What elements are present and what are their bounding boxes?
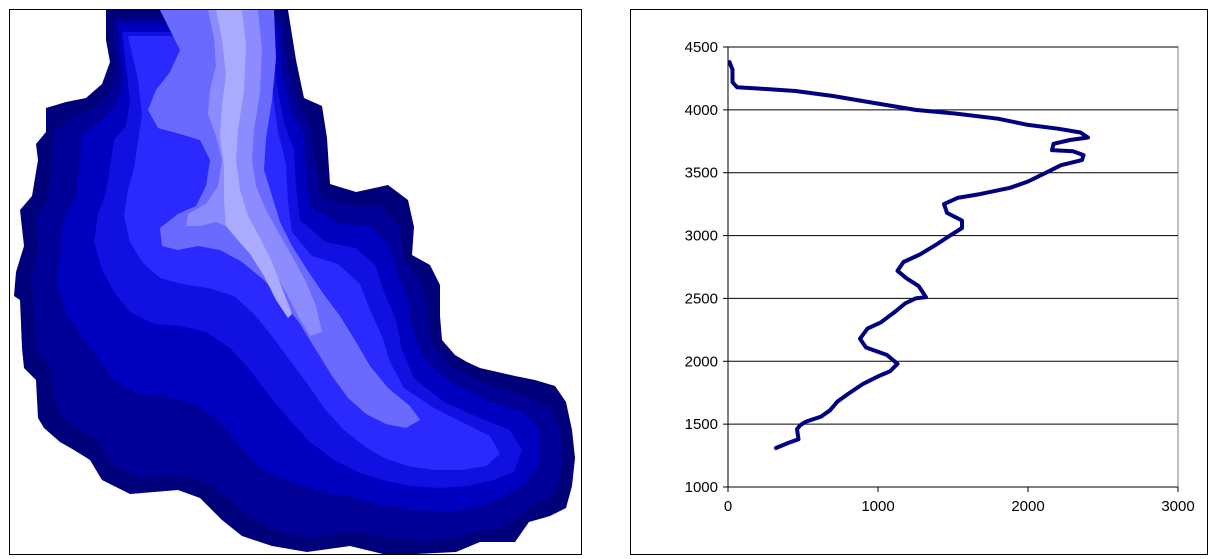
tick-label-layer: 1000 1500 2000 2500 3000 3500 4000 4500 0 1000 200… xyxy=(685,39,1195,515)
x-tick-label-1000: 1000 xyxy=(861,498,894,515)
y-tick-label-2500: 2500 xyxy=(685,290,718,307)
plot-area xyxy=(727,46,1179,488)
series-layer xyxy=(727,60,1090,450)
watershed-map-panel xyxy=(9,9,582,555)
y-tick-label-3000: 3000 xyxy=(685,228,718,245)
grid-layer xyxy=(727,46,1179,488)
x-tick-label-3000: 3000 xyxy=(1161,498,1194,515)
x-tick-label-2000: 2000 xyxy=(1011,498,1044,515)
series-line-0 xyxy=(727,60,1090,450)
elevation-chart-panel: 1000 1500 2000 2500 3000 3500 4000 4500 0 1000 200… xyxy=(630,9,1208,555)
y-tick-label-1500: 1500 xyxy=(685,416,718,433)
y-tick-label-1000: 1000 xyxy=(685,479,718,496)
y-tick-label-4000: 4000 xyxy=(685,102,718,119)
axis-layer xyxy=(727,47,1178,488)
elevation-line-chart: 1000 1500 2000 2500 3000 3500 4000 4500 0 1000 200… xyxy=(685,39,1195,515)
y-tick-label-4500: 4500 xyxy=(685,39,718,56)
y-tick-label-3500: 3500 xyxy=(685,165,718,182)
map-zone-7 xyxy=(186,10,322,336)
watershed-map xyxy=(14,10,575,554)
x-tick-label-0: 0 xyxy=(724,498,732,515)
map-zone-8 xyxy=(216,10,292,318)
y-tick-label-2000: 2000 xyxy=(685,353,718,370)
